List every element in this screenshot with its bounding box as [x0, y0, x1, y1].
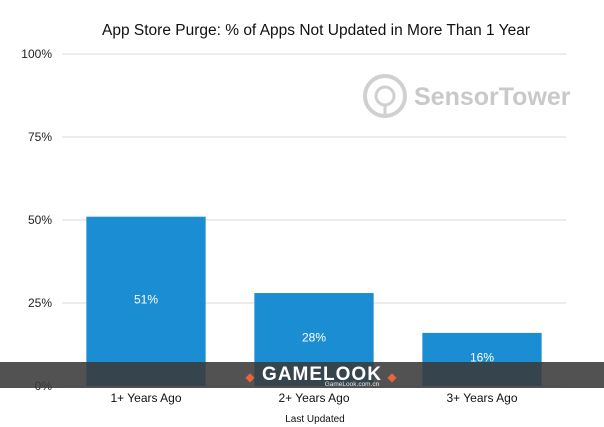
bar [86, 216, 206, 386]
x-axis-label: Last Updated [285, 414, 345, 425]
chart-title: App Store Purge: % of Apps Not Updated i… [102, 22, 530, 39]
y-tick-label: 100% [21, 47, 52, 61]
gamelook-url: GameLook.com.cn [325, 381, 380, 388]
data-label: 16% [470, 350, 494, 364]
x-tick-label: 1+ Years Ago [110, 391, 181, 405]
gamelook-banner-background [0, 362, 604, 388]
sensortower-watermark: SensorTower [363, 74, 571, 118]
gamelook-wordmark: GAMELOOK [262, 364, 382, 385]
sensortower-wordmark: SensorTower [414, 83, 571, 111]
sensortower-logo-inner [374, 85, 396, 107]
y-tick-label: 50% [28, 213, 52, 227]
gamelook-right-arrow-icon: ◆ [387, 370, 397, 384]
data-labels: 51% 28% 16% [134, 292, 494, 364]
data-label: 51% [134, 292, 158, 306]
gamelook-banner: ◆ GAMELOOK ◆ GameLook.com.cn [0, 362, 604, 388]
data-label: 28% [302, 331, 326, 345]
y-tick-label: 25% [28, 296, 52, 310]
y-tick-label: 75% [28, 130, 52, 144]
gamelook-left-arrow-icon: ◆ [245, 370, 255, 384]
x-axis-categories: 1+ Years Ago 2+ Years Ago 3+ Years Ago [110, 391, 517, 405]
y-axis-ticks: 0%25%50%75%100% [21, 47, 52, 393]
x-tick-label: 3+ Years Ago [446, 391, 517, 405]
x-tick-label: 2+ Years Ago [278, 391, 349, 405]
